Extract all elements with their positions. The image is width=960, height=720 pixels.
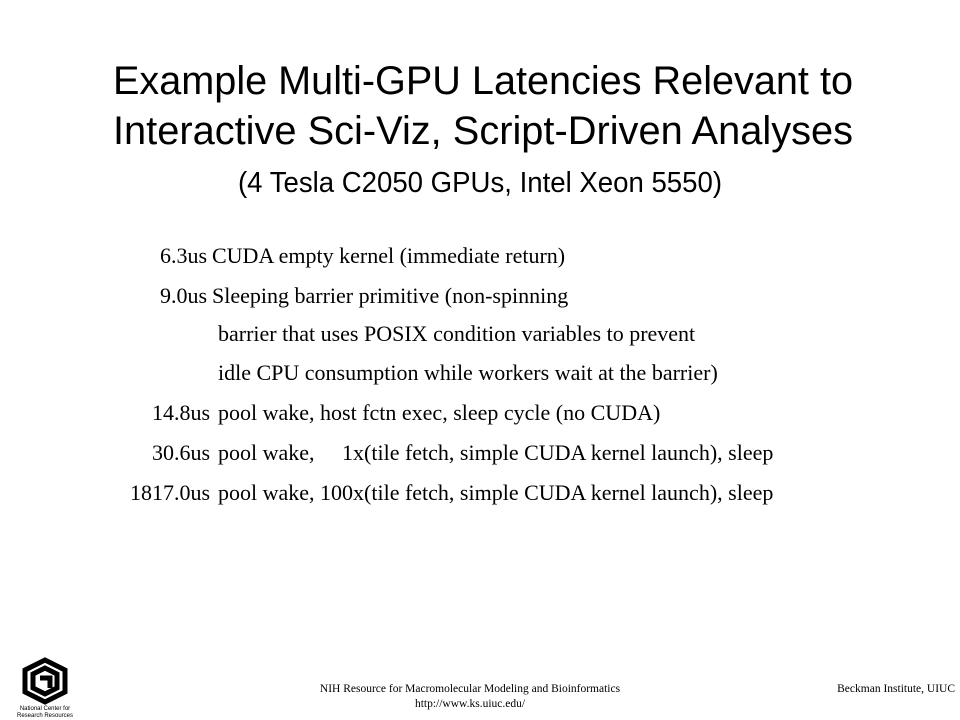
latency-description: pool wake, host fctn exec, sleep cycle (… [218, 400, 660, 425]
latency-description: CUDA empty kernel (immediate return) [212, 243, 565, 268]
latency-value: 1817.0us [130, 480, 210, 505]
footer-text: NIH Resource for Macromolecular Modeling… [320, 683, 621, 695]
latency-description: Sleeping barrier primitive (non-spinning [212, 283, 568, 308]
latency-value: 6.3us [160, 243, 207, 268]
title-line: Interactive Sci-Viz, Script-Driven Analy… [113, 109, 853, 153]
logo-text: National Center for [20, 706, 70, 712]
latency-description: barrier that uses POSIX condition variab… [218, 321, 695, 346]
latency-value: 9.0us [160, 283, 207, 308]
latency-description: pool wake, 1x(tile fetch, simple CUDA ke… [218, 440, 773, 465]
footer-url: http://www.ks.uiuc.edu/ [415, 698, 526, 710]
subtitle: (4 Tesla C2050 GPUs, Intel Xeon 5550) [238, 167, 722, 199]
title-line: Example Multi-GPU Latencies Relevant to [113, 59, 853, 103]
latency-value: 14.8us [152, 400, 210, 425]
latency-value: 30.6us [152, 440, 210, 465]
logo-text: Research Resources [17, 713, 73, 719]
footer-right: Beckman Institute, UIUC [837, 683, 955, 695]
logo: National Center for Research Resources [17, 657, 73, 719]
latency-description: idle CPU consumption while workers wait … [218, 360, 718, 385]
latency-description: pool wake, 100x(tile fetch, simple CUDA … [218, 480, 773, 505]
